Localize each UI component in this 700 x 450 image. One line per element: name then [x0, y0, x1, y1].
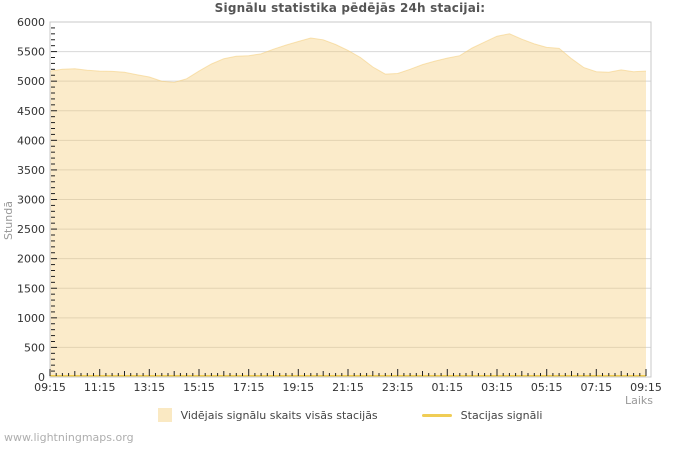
y-axis-label: Stundā: [2, 201, 15, 240]
x-tick-label: 15:15: [183, 381, 215, 394]
line-swatch-icon: [421, 413, 452, 417]
x-tick-label: 19:15: [282, 381, 314, 394]
x-axis-label: Laiks: [624, 394, 653, 407]
y-tick-label: 500: [24, 341, 45, 354]
legend-item-average: Vidējais signālu skaits visās stacijās: [157, 408, 378, 422]
legend-item-station: Stacijas signāli: [421, 408, 543, 422]
y-tick-label: 0: [38, 371, 45, 384]
y-tick-label: 3000: [17, 194, 45, 207]
chart-title: Signālu statistika pēdējās 24h stacijai:: [214, 1, 486, 15]
x-tick-label: 23:15: [382, 381, 414, 394]
y-tick-label: 4000: [17, 134, 45, 147]
y-tick-label: 2000: [17, 253, 45, 266]
y-tick-label: 1500: [17, 282, 45, 295]
watermark: www.lightningmaps.org: [4, 431, 134, 444]
x-tick-label: 09:15: [630, 381, 662, 394]
y-tick-label: 5500: [17, 46, 45, 59]
x-tick-label: 03:15: [481, 381, 513, 394]
y-tick-label: 1000: [17, 312, 45, 325]
x-tick-label: 17:15: [233, 381, 265, 394]
area-swatch-icon: [157, 408, 172, 422]
area-series-edge: [49, 33, 647, 83]
y-tick-label: 4500: [17, 105, 45, 118]
x-tick-label: 05:15: [531, 381, 563, 394]
x-tick-label: 21:15: [332, 381, 364, 394]
y-tick-label: 2500: [17, 223, 45, 236]
x-tick-label: 11:15: [84, 381, 116, 394]
y-tick-label: 6000: [17, 16, 45, 29]
x-tick-label: 13:15: [133, 381, 165, 394]
legend: Vidējais signālu skaits visās stacijās S…: [0, 408, 700, 422]
x-tick-label: 09:15: [34, 381, 66, 394]
y-tick-label: 5000: [17, 75, 45, 88]
legend-label-station: Stacijas signāli: [460, 408, 543, 422]
y-tick-label: 3500: [17, 164, 45, 177]
plot-border: [49, 21, 652, 378]
legend-label-average: Vidējais signālu skaits visās stacijās: [180, 408, 378, 422]
x-tick-label: 01:15: [431, 381, 463, 394]
x-tick-label: 07:15: [580, 381, 612, 394]
area-series-average: [50, 33, 646, 378]
